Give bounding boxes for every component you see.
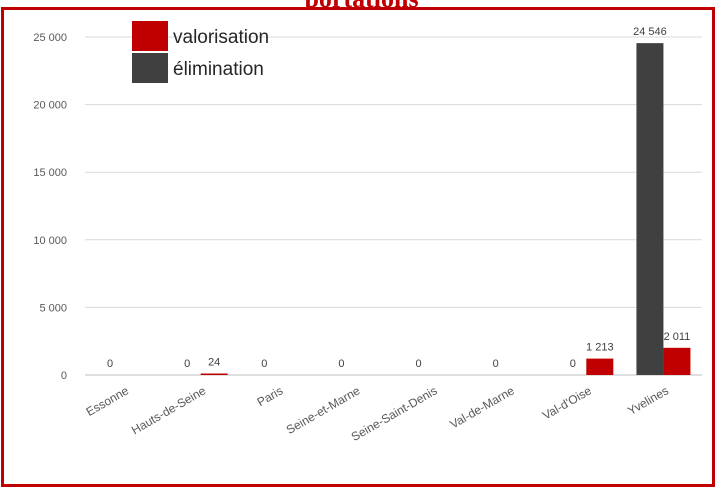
x-tick-label: Seine-Saint-Denis [349,383,440,443]
data-label-elimination: 0 [416,358,422,370]
x-tick-label: Paris [255,383,286,409]
bar-valorisation [586,358,614,375]
data-label-elimination: 24 546 [633,26,667,38]
x-tick-label: Hauts-de-Seine [129,383,208,437]
bar-valorisation [663,347,691,375]
data-label-elimination: 0 [184,358,190,370]
data-label-elimination: 0 [493,358,499,370]
data-label-valorisation: 24 [208,357,220,369]
x-tick-label: Val-de-Marne [447,383,516,431]
legend-label: valorisation [173,27,269,48]
bar-elimination [636,43,664,375]
legend-swatch-valorisation [132,21,168,51]
data-label-elimination: 0 [107,358,113,370]
data-label-elimination: 0 [338,358,344,370]
x-tick-label: Yvelines [625,383,671,417]
x-tick-label: Essonne [84,383,132,419]
y-tick-label: 25 000 [33,32,67,44]
y-tick-label: 15 000 [33,167,67,179]
legend-swatch-elimination [132,53,168,83]
bar-valorisation [200,373,228,375]
chart-title-text: portations [0,0,723,7]
x-tick-label: Seine-et-Marne [284,383,363,437]
x-tick-label: Val-d'Oise [540,383,594,422]
data-label-elimination: 0 [261,358,267,370]
y-tick-label: 5 000 [39,302,67,314]
chart-title: portations [0,0,723,7]
data-label-valorisation: 2 011 [664,331,691,343]
data-label-elimination: 0 [570,358,576,370]
y-tick-label: 0 [61,370,67,382]
legend-label: élimination [173,59,264,80]
y-tick-label: 20 000 [33,100,67,112]
data-label-valorisation: 1 213 [586,342,614,354]
y-tick-label: 10 000 [33,235,67,247]
